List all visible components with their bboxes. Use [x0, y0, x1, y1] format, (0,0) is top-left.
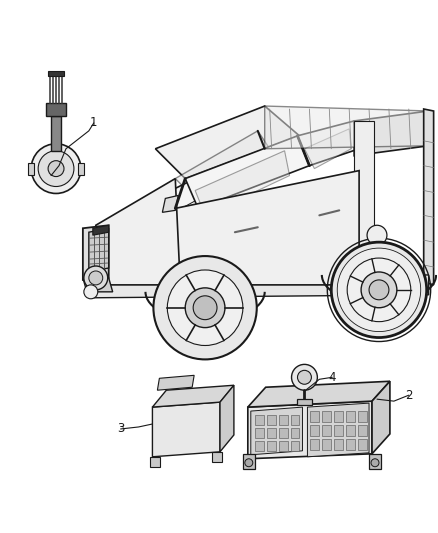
Polygon shape — [83, 278, 113, 292]
Polygon shape — [162, 196, 178, 212]
Text: 4: 4 — [328, 371, 336, 384]
Polygon shape — [155, 106, 300, 179]
Circle shape — [331, 242, 427, 337]
Polygon shape — [279, 428, 288, 438]
Polygon shape — [311, 411, 319, 422]
Circle shape — [84, 266, 108, 290]
Polygon shape — [220, 385, 234, 452]
Polygon shape — [212, 452, 222, 462]
Polygon shape — [265, 106, 429, 149]
Polygon shape — [255, 441, 264, 451]
Polygon shape — [322, 425, 331, 436]
Polygon shape — [255, 415, 264, 425]
Polygon shape — [175, 131, 278, 198]
Polygon shape — [89, 228, 109, 272]
Text: 3: 3 — [117, 423, 124, 435]
Polygon shape — [279, 415, 288, 425]
Polygon shape — [48, 71, 64, 76]
Polygon shape — [150, 457, 160, 467]
Polygon shape — [267, 441, 276, 451]
Polygon shape — [152, 402, 220, 457]
Polygon shape — [91, 275, 429, 298]
Polygon shape — [297, 121, 359, 166]
Polygon shape — [311, 425, 319, 436]
Polygon shape — [279, 441, 288, 451]
Circle shape — [38, 151, 74, 187]
Polygon shape — [51, 116, 61, 151]
Polygon shape — [334, 411, 343, 422]
Polygon shape — [358, 411, 367, 422]
Polygon shape — [322, 439, 331, 450]
Circle shape — [361, 272, 397, 308]
Polygon shape — [346, 425, 355, 436]
Circle shape — [371, 459, 379, 467]
Polygon shape — [175, 171, 359, 285]
Polygon shape — [346, 411, 355, 422]
Text: 1: 1 — [90, 116, 98, 130]
Polygon shape — [248, 381, 390, 407]
Polygon shape — [46, 103, 66, 116]
Circle shape — [167, 270, 243, 345]
Polygon shape — [251, 407, 303, 455]
Polygon shape — [304, 129, 351, 168]
Circle shape — [297, 370, 311, 384]
Polygon shape — [354, 121, 374, 285]
Polygon shape — [358, 425, 367, 436]
Circle shape — [193, 296, 217, 320]
Polygon shape — [322, 411, 331, 422]
Polygon shape — [369, 454, 381, 469]
Circle shape — [48, 160, 64, 176]
Circle shape — [292, 365, 318, 390]
Polygon shape — [424, 109, 434, 285]
Polygon shape — [83, 225, 109, 280]
Polygon shape — [290, 441, 300, 451]
Polygon shape — [372, 381, 390, 454]
Polygon shape — [157, 375, 194, 390]
Polygon shape — [255, 428, 264, 438]
Polygon shape — [185, 136, 309, 208]
Polygon shape — [243, 454, 255, 469]
Polygon shape — [93, 225, 109, 235]
Circle shape — [84, 285, 98, 299]
Polygon shape — [101, 179, 215, 248]
Polygon shape — [358, 439, 367, 450]
Polygon shape — [195, 151, 290, 215]
Polygon shape — [354, 111, 429, 156]
Circle shape — [89, 271, 103, 285]
Polygon shape — [96, 179, 180, 285]
Polygon shape — [78, 163, 84, 175]
Polygon shape — [297, 399, 312, 405]
Polygon shape — [28, 163, 34, 175]
Circle shape — [367, 225, 387, 245]
Polygon shape — [248, 401, 372, 459]
Polygon shape — [152, 385, 234, 407]
Circle shape — [245, 459, 253, 467]
Circle shape — [337, 248, 421, 332]
Circle shape — [31, 144, 81, 193]
Circle shape — [153, 256, 257, 359]
Polygon shape — [334, 425, 343, 436]
Circle shape — [369, 280, 389, 300]
Polygon shape — [290, 415, 300, 425]
Polygon shape — [290, 428, 300, 438]
Circle shape — [185, 288, 225, 328]
Polygon shape — [267, 415, 276, 425]
Polygon shape — [346, 439, 355, 450]
Polygon shape — [334, 439, 343, 450]
Polygon shape — [307, 403, 369, 457]
Polygon shape — [311, 439, 319, 450]
Polygon shape — [267, 428, 276, 438]
Text: 2: 2 — [405, 389, 413, 402]
Circle shape — [347, 258, 411, 321]
